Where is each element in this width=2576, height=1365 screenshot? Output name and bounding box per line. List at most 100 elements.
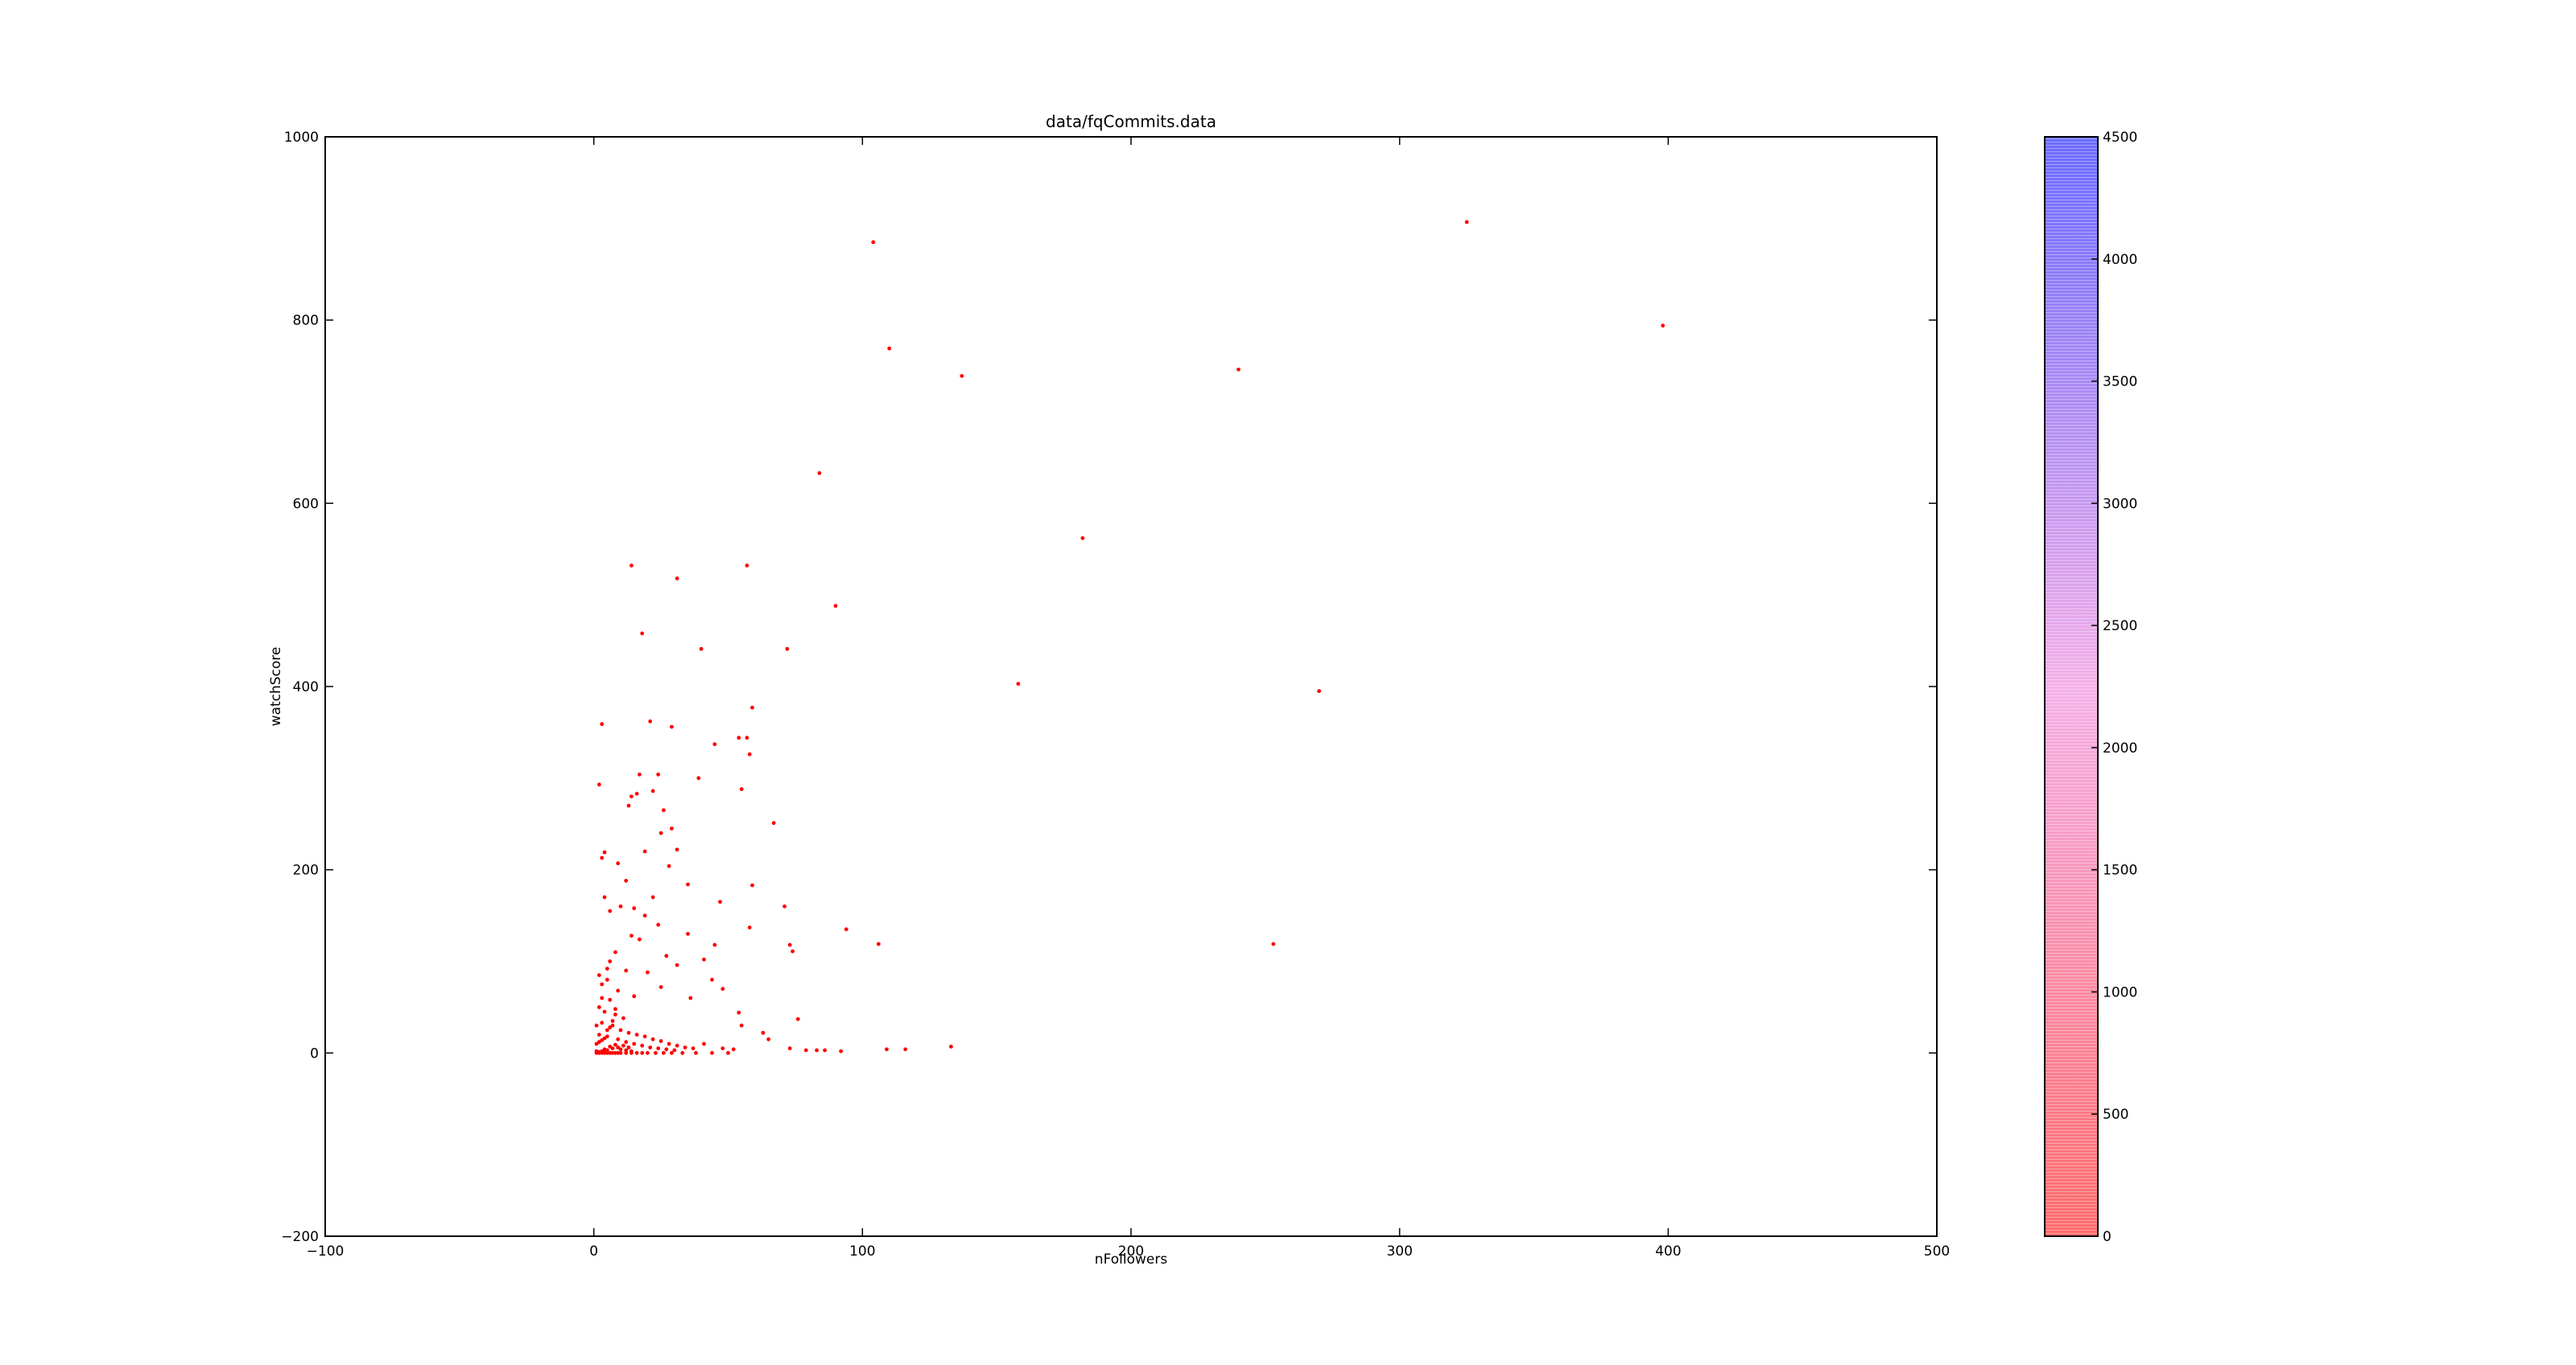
data-point bbox=[785, 646, 790, 651]
data-point bbox=[613, 1012, 617, 1017]
data-point bbox=[624, 1048, 629, 1053]
data-point bbox=[702, 957, 706, 962]
data-point bbox=[688, 996, 693, 1000]
data-point bbox=[605, 1050, 609, 1055]
data-point bbox=[787, 942, 792, 947]
data-point bbox=[630, 794, 634, 798]
data-point bbox=[630, 563, 634, 568]
data-point bbox=[803, 1048, 808, 1053]
data-point bbox=[638, 772, 642, 777]
x-tick-label: 400 bbox=[1655, 1243, 1681, 1260]
data-point bbox=[597, 973, 601, 977]
data-point bbox=[610, 1046, 615, 1050]
data-point bbox=[602, 850, 607, 855]
data-point bbox=[747, 752, 752, 757]
plot-frame bbox=[324, 136, 1938, 1237]
data-point bbox=[871, 240, 876, 245]
data-point bbox=[750, 883, 754, 888]
data-point bbox=[686, 931, 690, 936]
data-point bbox=[613, 1007, 617, 1012]
data-point bbox=[718, 900, 722, 904]
data-point bbox=[1464, 220, 1469, 225]
data-point bbox=[745, 563, 749, 568]
data-point bbox=[642, 913, 647, 918]
colorbar-tick-label: 3000 bbox=[2103, 496, 2137, 512]
colorbar-tick-label: 3500 bbox=[2103, 374, 2137, 390]
data-point bbox=[766, 1037, 770, 1041]
data-point bbox=[672, 1048, 677, 1053]
data-point bbox=[1080, 536, 1085, 540]
data-point bbox=[624, 968, 629, 973]
data-point bbox=[608, 1050, 613, 1055]
y-tick-label: 200 bbox=[293, 863, 319, 879]
data-point bbox=[675, 847, 679, 852]
data-point bbox=[670, 827, 674, 831]
data-point bbox=[903, 1047, 908, 1052]
data-point bbox=[630, 1050, 634, 1055]
x-tick-label: 100 bbox=[849, 1243, 875, 1260]
data-point bbox=[618, 1028, 623, 1033]
data-point bbox=[680, 1050, 685, 1055]
data-point bbox=[817, 471, 822, 476]
data-point bbox=[1016, 682, 1021, 686]
data-point bbox=[634, 791, 639, 796]
data-point bbox=[650, 895, 655, 900]
y-tick-label: −200 bbox=[281, 1229, 319, 1245]
data-point bbox=[618, 904, 623, 909]
data-point bbox=[621, 1043, 625, 1048]
data-point bbox=[654, 1050, 658, 1055]
data-point bbox=[640, 1043, 645, 1048]
data-point bbox=[699, 646, 704, 651]
data-point bbox=[621, 1016, 625, 1021]
data-point bbox=[670, 724, 674, 729]
y-tick-label: 600 bbox=[293, 496, 319, 512]
data-point bbox=[844, 927, 848, 932]
data-point bbox=[605, 1048, 609, 1053]
data-point bbox=[648, 719, 653, 724]
colorbar-tick-label: 4500 bbox=[2103, 130, 2137, 146]
data-point bbox=[731, 1047, 736, 1052]
data-point bbox=[626, 1045, 631, 1050]
data-point bbox=[658, 1039, 663, 1043]
data-point bbox=[667, 1041, 671, 1046]
data-point bbox=[1271, 942, 1276, 946]
data-point bbox=[1317, 689, 1321, 694]
data-point bbox=[613, 1042, 617, 1047]
data-point bbox=[782, 904, 786, 909]
data-point bbox=[624, 1040, 629, 1045]
data-point bbox=[597, 1005, 601, 1009]
data-point bbox=[877, 942, 881, 946]
colorbar-tick-label: 4000 bbox=[2103, 252, 2137, 268]
data-point bbox=[675, 1043, 679, 1048]
data-point bbox=[638, 937, 642, 942]
data-point bbox=[737, 736, 741, 740]
data-point bbox=[662, 808, 666, 813]
data-point bbox=[600, 1021, 605, 1025]
data-point bbox=[640, 1050, 645, 1055]
data-point bbox=[600, 1050, 605, 1055]
colorbar-tick-label: 2500 bbox=[2103, 618, 2137, 634]
data-point bbox=[670, 1050, 674, 1055]
data-point bbox=[656, 922, 661, 927]
data-point bbox=[597, 782, 601, 787]
data-point bbox=[616, 988, 621, 993]
data-point bbox=[791, 949, 795, 954]
data-point bbox=[658, 985, 663, 989]
data-point bbox=[618, 1047, 623, 1052]
data-point bbox=[815, 1048, 819, 1053]
data-point bbox=[750, 705, 754, 710]
data-point bbox=[608, 909, 613, 913]
data-point bbox=[632, 1041, 637, 1046]
data-point bbox=[658, 831, 663, 835]
data-point bbox=[624, 878, 629, 883]
data-point bbox=[616, 1037, 621, 1041]
data-point bbox=[642, 849, 647, 854]
data-point bbox=[602, 1036, 607, 1041]
data-point bbox=[602, 1050, 607, 1055]
data-point bbox=[664, 954, 669, 959]
data-point bbox=[720, 987, 725, 992]
data-point bbox=[616, 1050, 621, 1055]
x-tick-label: −100 bbox=[307, 1243, 345, 1260]
data-point bbox=[632, 906, 637, 910]
